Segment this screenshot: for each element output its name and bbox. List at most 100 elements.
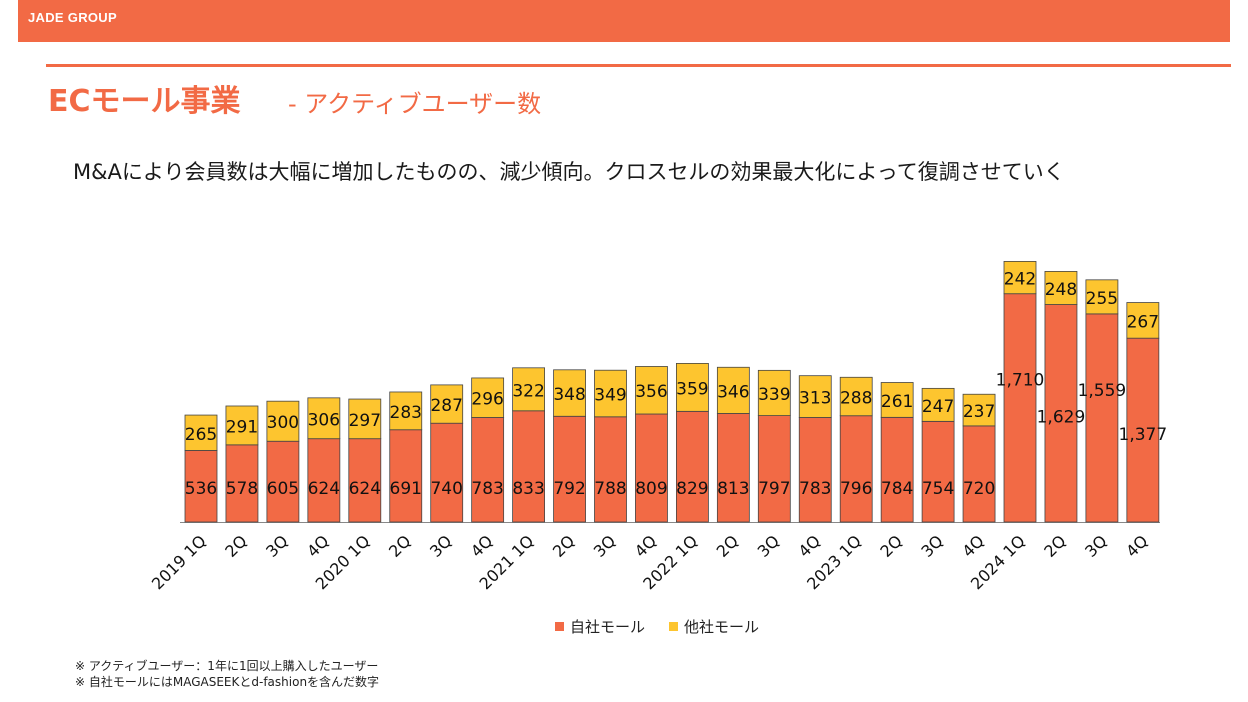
data-label-other: 356: [635, 382, 667, 402]
bar-other-segment: [553, 369, 586, 417]
data-label-other: 255: [1086, 289, 1118, 309]
data-label-own: 783: [471, 479, 503, 499]
bar-other-segment: [635, 366, 668, 415]
page-title: ECモール事業: [48, 84, 241, 119]
bar-other-segment: [962, 393, 996, 427]
data-label-other: 261: [881, 392, 913, 412]
data-label-own: 788: [594, 479, 626, 499]
bar-other-segment: [471, 377, 505, 418]
bar-own-segment: [798, 417, 832, 523]
x-tick-label: 4Q: [631, 531, 661, 561]
bar-other-segment: [676, 363, 709, 412]
data-label-other: 306: [308, 410, 340, 430]
bar-other-segment: [1003, 261, 1037, 295]
x-tick-label: 4Q: [1122, 531, 1152, 561]
data-label-other: 267: [1127, 312, 1159, 332]
bar-other-segment: [225, 405, 259, 446]
bar-own-segment: [1044, 304, 1078, 523]
data-label-other: 300: [267, 413, 299, 433]
data-label-other: 288: [840, 389, 872, 409]
data-label-own: 796: [840, 479, 872, 499]
data-label-other: 349: [594, 386, 626, 406]
bar-own-segment: [389, 429, 423, 523]
data-label-other: 346: [717, 382, 749, 402]
data-label-other: 313: [799, 389, 831, 409]
data-label-own: 833: [512, 479, 544, 499]
data-label-own: 1,559: [1078, 381, 1127, 401]
header-bar: JADE GROUP: [18, 0, 1230, 42]
legend-label-other: 他社モール: [684, 618, 760, 636]
chart-legend: 自社モール 他社モール: [555, 616, 759, 637]
data-label-own: 783: [799, 479, 831, 499]
x-tick-label: 3Q: [590, 531, 620, 561]
data-label-other: 248: [1045, 280, 1077, 300]
bar-other-segment: [348, 398, 382, 440]
data-label-other: 237: [963, 402, 995, 422]
x-tick-label: 3Q: [1081, 531, 1111, 561]
footnotes: ※ アクティブユーザー：1年に1回以上購入したユーザー ※ 自社モールにはMAG…: [75, 658, 379, 690]
bar-own-segment: [716, 413, 750, 523]
x-tick-label: 3Q: [917, 531, 947, 561]
x-tick-label: 4Q: [958, 531, 988, 561]
data-label-own: 829: [676, 479, 708, 499]
x-tick-label: 4Q: [467, 531, 497, 561]
data-label-own: 536: [185, 479, 217, 499]
x-tick-label: 2Q: [385, 531, 415, 561]
data-label-own: 754: [922, 479, 954, 499]
bar-other-segment: [880, 382, 914, 418]
bar-own-segment: [635, 413, 668, 523]
x-tick-label: 2Q: [221, 531, 251, 561]
bar-own-segment: [348, 438, 382, 523]
bar-own-segment: [266, 440, 300, 523]
data-label-other: 296: [471, 390, 503, 410]
data-label-own: 809: [635, 479, 667, 499]
legend-label-own: 自社モール: [570, 618, 646, 636]
bar-other-segment: [512, 367, 545, 412]
bar-own-segment: [676, 410, 709, 523]
page-subtitle: - アクティブユーザー数: [288, 90, 542, 118]
bar-own-segment: [962, 425, 996, 523]
bar-other-segment: [266, 400, 300, 442]
bar-own-segment: [225, 444, 259, 523]
data-label-own: 578: [226, 479, 258, 499]
x-tick-label: 2Q: [876, 531, 906, 561]
bar-other-segment: [1126, 302, 1160, 339]
bar-other-segment: [389, 391, 423, 431]
data-label-own: 813: [717, 479, 749, 499]
data-label-other: 265: [185, 425, 217, 445]
brand-logo: JADE GROUP: [28, 10, 117, 25]
x-tick-label: 2Q: [713, 531, 743, 561]
headline: M&Aにより会員数は大幅に増加したものの、減少傾向。クロスセルの効果最大化によっ…: [73, 160, 1065, 184]
data-label-other: 348: [553, 385, 585, 405]
data-label-own: 624: [308, 479, 340, 499]
data-label-own: 720: [963, 479, 995, 499]
bar-other-segment: [757, 369, 791, 417]
bar-other-segment: [798, 375, 832, 418]
data-label-own: 691: [390, 479, 422, 499]
legend-swatch-own: [555, 622, 564, 631]
bar-own-segment: [594, 416, 627, 523]
bar-other-segment: [1085, 279, 1119, 315]
bar-other-segment: [839, 376, 873, 417]
bar-own-segment: [757, 415, 791, 523]
footnote-1: ※ アクティブユーザー：1年に1回以上購入したユーザー: [75, 659, 379, 673]
bar-own-segment: [880, 416, 914, 523]
data-label-own: 1,629: [1037, 408, 1086, 428]
bar-own-segment: [921, 420, 955, 523]
data-label-other: 297: [349, 411, 381, 431]
bar-other-segment: [307, 397, 341, 440]
data-label-other: 242: [1004, 270, 1036, 290]
data-label-own: 1,377: [1119, 425, 1168, 445]
x-tick-label: 4Q: [303, 531, 333, 561]
data-label-own: 784: [881, 479, 913, 499]
bar-other-segment: [921, 387, 955, 422]
data-label-other: 291: [226, 417, 258, 437]
bar-own-segment: [184, 450, 218, 523]
data-label-own: 1,710: [996, 371, 1045, 391]
bar-own-segment: [1085, 313, 1119, 523]
data-label-other: 359: [676, 379, 708, 399]
bar-own-segment: [839, 415, 873, 523]
data-label-other: 322: [512, 381, 544, 401]
title-rule: [46, 64, 1231, 67]
